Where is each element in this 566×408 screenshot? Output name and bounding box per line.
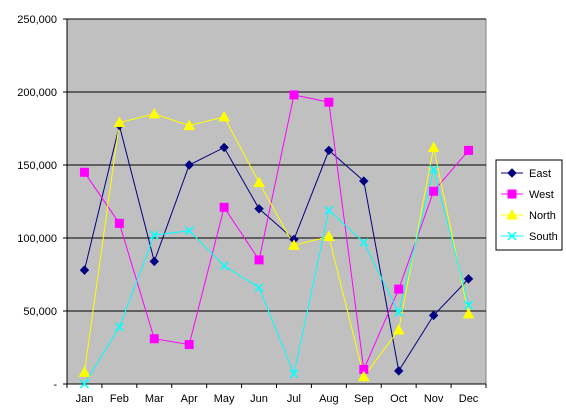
x-tick-label: Apr <box>181 393 198 405</box>
legend-box <box>495 159 563 251</box>
y-tick-label: 200,000 <box>17 87 57 99</box>
y-tick-label: 50,000 <box>23 306 57 318</box>
point-south <box>394 307 404 317</box>
legend-marker-east <box>507 168 517 178</box>
marker-stroke <box>254 283 264 293</box>
x-tick-label: Mar <box>145 393 164 405</box>
point-east <box>463 274 474 284</box>
point-north <box>148 107 161 119</box>
x-tick-label: May <box>214 393 235 405</box>
marker-stroke <box>79 379 89 389</box>
point-west <box>79 167 89 177</box>
point-east <box>324 145 334 156</box>
x-tick-label: Oct <box>390 393 407 405</box>
point-south <box>149 230 159 240</box>
marker-stroke <box>507 231 517 241</box>
marker-stroke <box>184 226 194 236</box>
series-line-west <box>84 94 469 372</box>
y-tick-label: 150,000 <box>17 160 57 172</box>
marker-stroke <box>359 237 369 247</box>
legend: East West North South <box>495 159 563 251</box>
x-tick-label: Jan <box>76 393 94 405</box>
point-west <box>254 255 264 265</box>
point-north <box>392 323 405 335</box>
x-tick-label: Jul <box>287 393 301 405</box>
point-east <box>219 142 229 153</box>
point-south <box>114 322 124 332</box>
point-north <box>288 239 300 250</box>
point-north <box>253 176 265 188</box>
series-line-south <box>84 169 470 385</box>
legend-label-west: West <box>529 189 554 201</box>
point-north <box>323 230 335 242</box>
y-axis: - 50,000 100,000 150,000 200,000 250,000 <box>17 14 68 391</box>
point-south <box>79 379 89 389</box>
x-tick-label: Feb <box>110 393 129 405</box>
series-line-north <box>83 113 470 378</box>
point-north <box>113 116 126 128</box>
marker-stroke <box>149 230 159 240</box>
point-south <box>429 164 439 174</box>
point-north <box>183 119 196 131</box>
point-west <box>219 202 229 212</box>
y-tick-label: 100,000 <box>17 233 57 245</box>
point-south <box>219 261 229 271</box>
legend-marker-north <box>506 208 518 220</box>
marker-stroke <box>289 369 299 379</box>
point-east <box>184 160 194 170</box>
series-line-east <box>83 125 469 373</box>
point-east <box>394 366 404 376</box>
point-west <box>184 340 194 350</box>
x-tick-label: Sep <box>354 393 374 405</box>
point-east <box>149 256 159 267</box>
x-tick-label: Aug <box>319 393 339 405</box>
point-south <box>359 237 369 247</box>
x-tick-label: Nov <box>424 393 444 405</box>
point-east <box>428 310 439 321</box>
point-south <box>184 226 194 236</box>
point-north <box>427 141 440 152</box>
legend-marker-west <box>507 189 517 199</box>
x-axis: Jan Feb Mar Apr May Jun Jul Aug Sep Oct Nov Dec <box>66 383 487 405</box>
series-markers <box>78 90 475 389</box>
marker-stroke <box>219 261 229 271</box>
point-west <box>149 334 159 344</box>
x-tick-label: Jun <box>250 393 268 405</box>
point-north <box>78 366 91 377</box>
point-west <box>464 145 474 155</box>
point-west <box>429 186 439 196</box>
marker-stroke <box>324 205 334 215</box>
point-north <box>218 110 230 122</box>
point-south <box>289 369 299 379</box>
point-south <box>324 205 334 215</box>
plot-area <box>66 18 487 385</box>
legend-label-south: South <box>529 231 558 243</box>
y-tick-label: 250,000 <box>17 14 57 26</box>
point-north <box>357 370 370 382</box>
marker-stroke <box>429 164 439 174</box>
legend-marker-south <box>507 231 517 241</box>
point-west <box>114 218 124 228</box>
series-lines <box>83 94 470 385</box>
legend-label-north: North <box>529 210 556 222</box>
legend-label-east: East <box>529 168 551 180</box>
point-west <box>289 90 299 100</box>
marker-stroke <box>394 307 404 317</box>
marker-stroke <box>464 300 474 310</box>
x-tick-label: Dec <box>459 393 479 405</box>
point-east <box>359 176 369 186</box>
point-north <box>462 307 475 319</box>
point-east <box>79 265 90 275</box>
point-south <box>254 283 264 293</box>
point-south <box>464 300 474 310</box>
marker-stroke <box>114 322 124 332</box>
point-west <box>394 284 404 294</box>
y-tick-label: - <box>53 379 57 391</box>
point-west <box>324 97 334 107</box>
point-east <box>254 204 264 214</box>
